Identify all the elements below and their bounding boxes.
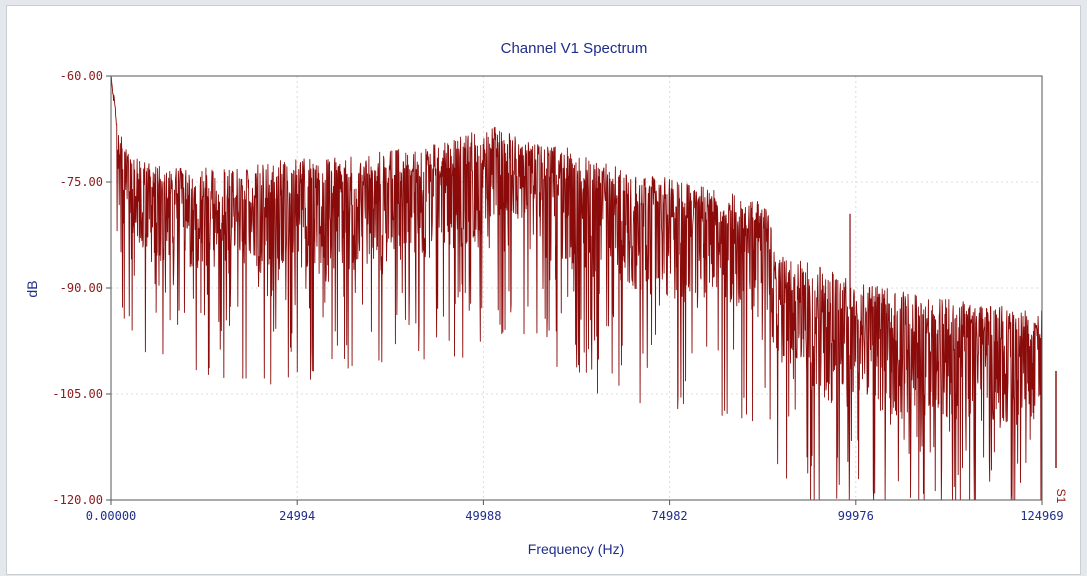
y-tick-label: -75.00 [60, 175, 103, 189]
x-axis-label: Frequency (Hz) [528, 541, 624, 557]
series-s1-trace [110, 75, 1043, 501]
x-axis-ticks: 0.00000 24994 49988 74982 99976 124969 [86, 500, 1064, 523]
x-tick-label: 124969 [1020, 509, 1063, 523]
y-axis-ticks: -60.00 -75.00 -90.00 -105.00 -120.00 [52, 69, 111, 507]
series-s1-line [110, 75, 1043, 501]
spectrum-chart: Channel V1 Spectrum -60.00 -75.00 -90.00 -1… [24, 40, 1068, 557]
grid [111, 76, 1042, 500]
plot-window: Channel V1 Spectrum -60.00 -75.00 -90.00 -1… [6, 5, 1081, 575]
chart-title: Channel V1 Spectrum [501, 40, 648, 57]
y-tick-label: -60.00 [60, 69, 103, 83]
x-tick-label: 74982 [652, 509, 688, 523]
x-tick-label: 99976 [838, 509, 874, 523]
series-s1-legend-label: S1 [1054, 489, 1068, 504]
y-tick-label: -120.00 [52, 493, 103, 507]
x-tick-label: 49988 [465, 509, 501, 523]
x-tick-label: 24994 [279, 509, 315, 523]
y-tick-label: -105.00 [52, 387, 103, 401]
y-tick-label: -90.00 [60, 281, 103, 295]
y-axis-label: dB [24, 280, 40, 297]
x-tick-label: 0.00000 [86, 509, 137, 523]
